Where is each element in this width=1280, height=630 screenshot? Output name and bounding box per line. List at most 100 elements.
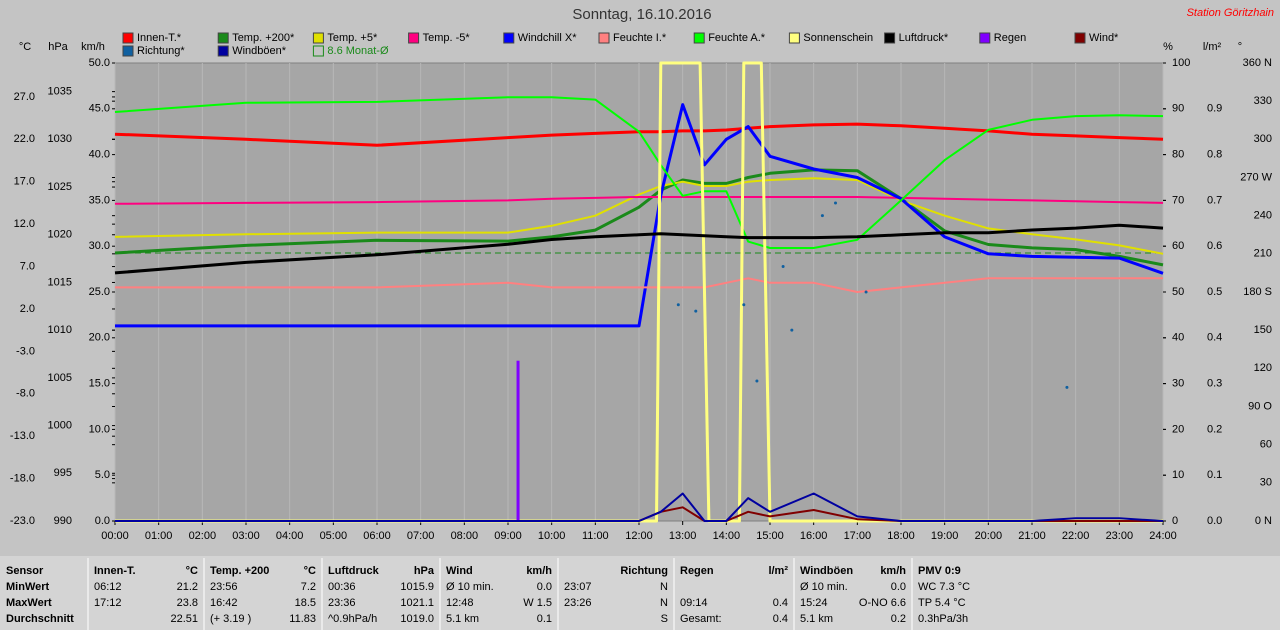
table-cell: °C <box>304 565 316 577</box>
y-tick-label: 80 <box>1172 149 1184 161</box>
table-cell: Temp. +200 <box>210 565 269 577</box>
y-tick-label: 360 N <box>1243 57 1272 69</box>
y-tick-label: 25.0 <box>89 286 110 298</box>
y-tick-label: 1005 <box>48 372 72 384</box>
legend-swatch <box>1074 32 1086 44</box>
table-cell: 0.1 <box>537 613 552 625</box>
table-cell: TP 5.4 °C <box>918 597 966 609</box>
legend-label: Temp. -5* <box>423 32 471 44</box>
y-tick-label: 0.1 <box>1207 469 1222 481</box>
table-cell: l/m² <box>768 565 788 577</box>
y-tick-label: 30 <box>1260 477 1272 489</box>
direction-dot <box>1065 385 1069 389</box>
table-cell: 0.0 <box>537 581 552 593</box>
table-cell: 0.0 <box>891 581 906 593</box>
legend-label: Temp. +5* <box>327 32 378 44</box>
table-cell: 23.8 <box>177 597 198 609</box>
series-line <box>114 196 1164 205</box>
table-cell: 5.1 km <box>800 613 833 625</box>
series-line <box>115 277 1163 293</box>
direction-dot <box>755 379 759 383</box>
y-tick-label: -13.0 <box>10 430 35 442</box>
y-tick-label: 1035 <box>48 86 72 98</box>
legend-swatch <box>122 32 134 44</box>
table-cell: Luftdruck <box>328 565 380 577</box>
y-tick-label: 0.2 <box>1207 423 1222 435</box>
table-cell: Durchschnitt <box>6 613 74 625</box>
legend-swatch <box>788 32 800 44</box>
table-cell: 0.2 <box>891 613 906 625</box>
series-line <box>114 122 1164 147</box>
legend-label: Sonnenschein <box>803 32 873 44</box>
y-tick-label: 5.0 <box>95 469 110 481</box>
table-cell: Wind <box>446 565 473 577</box>
y-tick-label: 10.0 <box>89 423 110 435</box>
direction-dot <box>864 290 868 294</box>
y-tick-label: 22.0 <box>14 133 35 145</box>
legend-swatch <box>979 32 991 44</box>
y-tick-label: 20.0 <box>89 332 110 344</box>
table-cell: 23:26 <box>564 597 592 609</box>
legend-label: Regen <box>994 32 1026 44</box>
legend-swatch <box>598 32 610 44</box>
x-tick-label: 17:00 <box>844 530 872 542</box>
table-cell: 16:42 <box>210 597 238 609</box>
x-tick-label: 09:00 <box>494 530 522 542</box>
y-tick-label: 20 <box>1172 423 1184 435</box>
y-tick-label: 70 <box>1172 194 1184 206</box>
y-tick-label: 35.0 <box>89 194 110 206</box>
axis-unit: % <box>1163 41 1173 53</box>
series-line <box>114 223 1164 275</box>
direction-dot <box>790 328 794 332</box>
y-tick-label: 270 W <box>1240 171 1272 183</box>
y-tick-label: 210 <box>1254 248 1272 260</box>
x-tick-label: 03:00 <box>232 530 260 542</box>
table-cell: 23:56 <box>210 581 238 593</box>
y-tick-label: 60 <box>1260 439 1272 451</box>
y-tick-label: 60 <box>1172 240 1184 252</box>
x-tick-label: 01:00 <box>145 530 173 542</box>
y-tick-label: 30 <box>1172 378 1184 390</box>
y-tick-label: 0.9 <box>1207 103 1222 115</box>
axis-unit: hPa <box>48 41 68 53</box>
y-tick-label: 1015 <box>48 276 72 288</box>
y-tick-label: 300 <box>1254 133 1272 145</box>
direction-dot <box>834 201 837 205</box>
table-cell: 17:12 <box>94 597 122 609</box>
axis-unit: ° <box>1238 41 1242 53</box>
direction-dot <box>820 214 824 218</box>
legend-label: Wind* <box>1089 32 1119 44</box>
direction-dot <box>694 309 698 313</box>
table-cell: 06:12 <box>94 581 122 593</box>
table-cell: MaxWert <box>6 597 52 609</box>
table-cell: 11.83 <box>289 613 316 625</box>
y-tick-label: 0.6 <box>1207 240 1222 252</box>
legend-label: Richtung* <box>137 45 185 57</box>
x-tick-label: 14:00 <box>713 530 741 542</box>
table-cell: Ø 10 min. <box>446 581 494 593</box>
y-tick-label: 180 S <box>1243 286 1272 298</box>
y-tick-label: 2.0 <box>20 303 35 315</box>
x-tick-label: 21:00 <box>1018 530 1046 542</box>
table-cell: MinWert <box>6 581 50 593</box>
table-cell: O-NO 6.6 <box>859 597 906 609</box>
table-cell: 00:36 <box>328 581 356 593</box>
rain-bar <box>516 360 520 521</box>
axis-unit: l/m² <box>1203 41 1222 53</box>
table-cell: 0.4 <box>773 597 788 609</box>
y-tick-label: -8.0 <box>16 388 35 400</box>
x-tick-label: 18:00 <box>887 530 915 542</box>
table-cell: 1015.9 <box>400 581 434 593</box>
x-tick-label: 08:00 <box>451 530 479 542</box>
series-line <box>115 103 1164 328</box>
legend-swatch <box>122 45 134 57</box>
table-cell: 1019.0 <box>400 613 434 625</box>
table-cell: S <box>661 613 668 625</box>
y-tick-label: 330 <box>1254 95 1272 107</box>
y-tick-label: 7.0 <box>20 260 35 272</box>
y-tick-label: 100 <box>1172 57 1190 69</box>
table-cell: 22.51 <box>170 613 198 625</box>
y-tick-label: 12.0 <box>14 218 35 230</box>
